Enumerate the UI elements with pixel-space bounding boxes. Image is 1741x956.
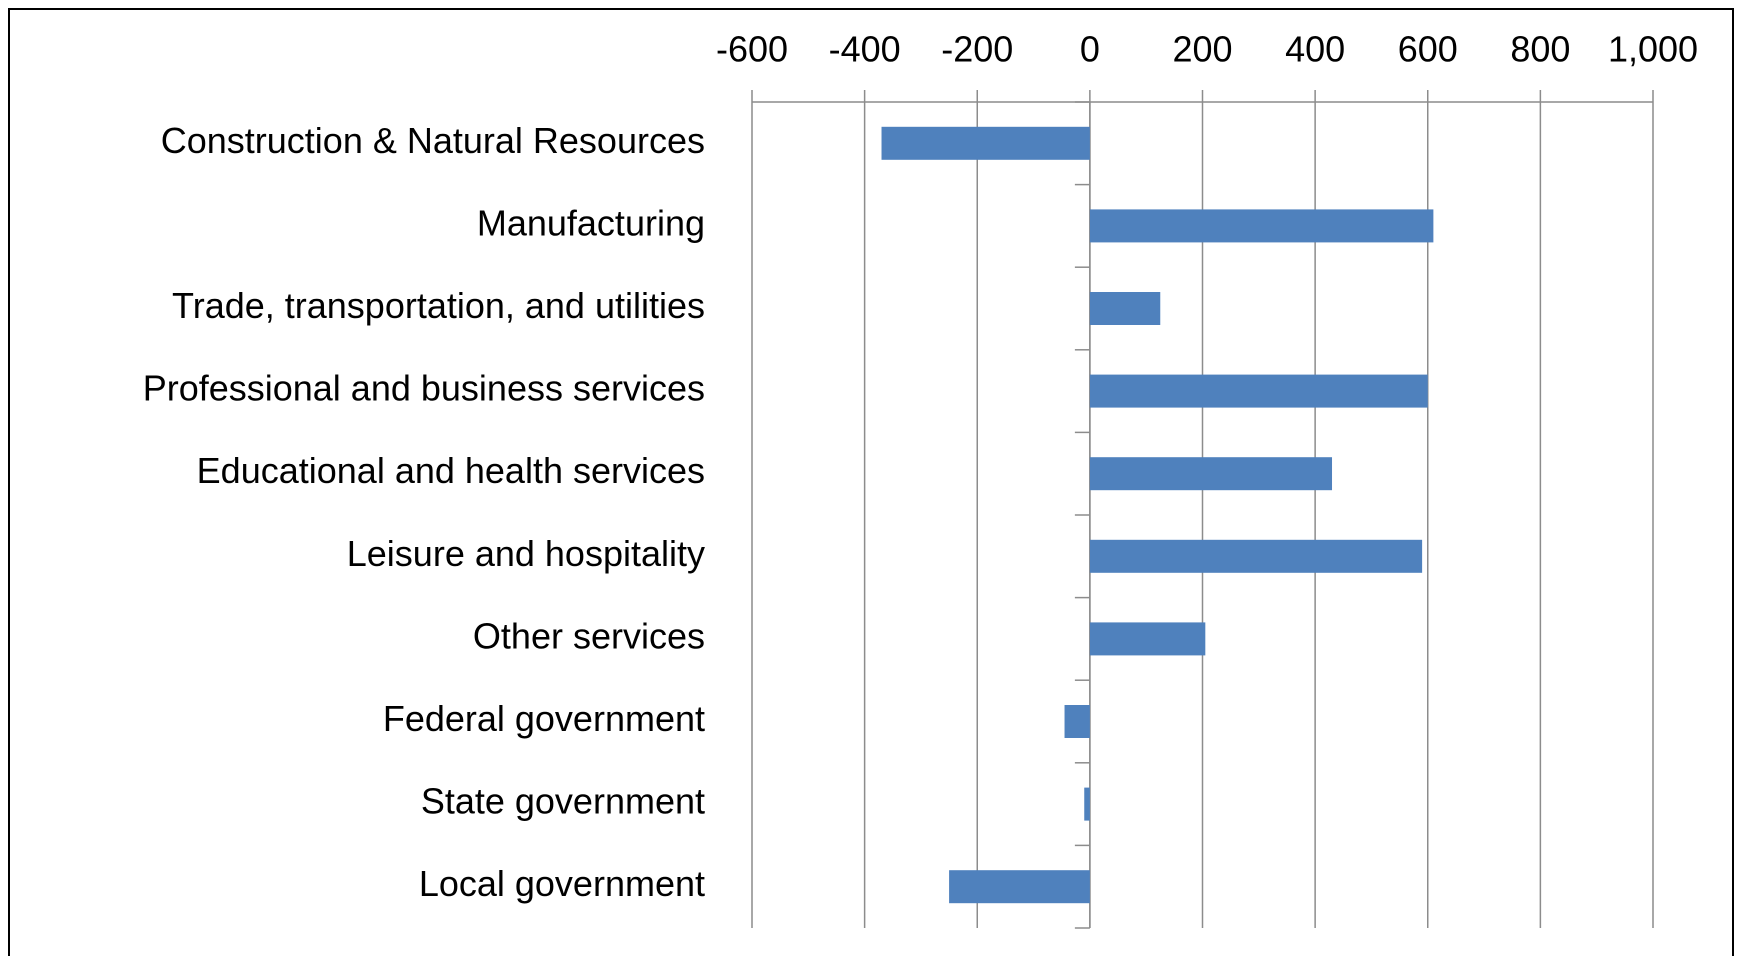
y-tick-label: State government [421, 781, 705, 822]
y-tick-label: Leisure and hospitality [347, 533, 705, 574]
x-tick-label: -200 [941, 29, 1013, 70]
bar [1089, 292, 1161, 325]
bar [1089, 539, 1423, 573]
bar [1089, 209, 1434, 243]
bar [1089, 374, 1428, 408]
bar [949, 870, 1090, 904]
x-tick-label: 600 [1398, 29, 1458, 70]
bar [1084, 787, 1090, 821]
x-tick-label: 200 [1172, 29, 1232, 70]
bar [1089, 622, 1206, 656]
x-tick-label: 0 [1080, 29, 1100, 70]
x-tick-label: 400 [1285, 29, 1345, 70]
y-tick-label: Professional and business services [143, 368, 705, 409]
y-tick-label: Manufacturing [477, 202, 705, 243]
x-tick-label: 1,000 [1608, 29, 1698, 70]
x-tick-label: -600 [716, 29, 788, 70]
y-tick-label: Construction & Natural Resources [161, 120, 705, 161]
y-tick-label: Educational and health services [197, 450, 705, 491]
x-tick-label: 800 [1510, 29, 1570, 70]
bar [881, 126, 1090, 160]
bar [1089, 457, 1333, 491]
x-tick-label: -400 [829, 29, 901, 70]
y-tick-label: Federal government [383, 698, 705, 739]
y-tick-label: Trade, transportation, and utilities [172, 285, 705, 326]
y-tick-label: Local government [419, 863, 705, 904]
chart-border [8, 8, 1734, 956]
y-tick-label: Other services [473, 615, 705, 656]
bar [1064, 705, 1090, 738]
